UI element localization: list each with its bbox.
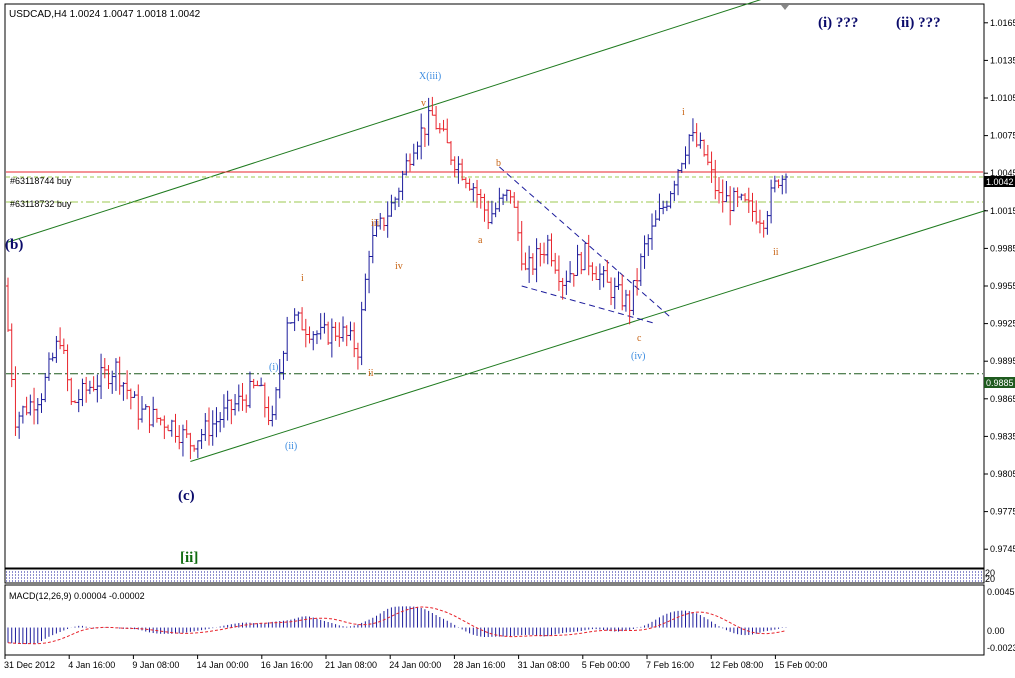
time-tick-label: 4 Jan 16:00 (68, 660, 115, 670)
channel-lower-line[interactable] (190, 209, 987, 462)
time-tick-label: 12 Feb 08:00 (710, 660, 763, 670)
wave-label: [ii] (180, 550, 198, 566)
wave-label: c (637, 333, 642, 344)
price-tick-label: 0.9955 (990, 281, 1015, 291)
triangle-upper-line[interactable] (499, 166, 671, 318)
price-tick-label: 0.9805 (990, 469, 1015, 479)
time-tick-label: 31 Dec 2012 (4, 660, 55, 670)
price-tick-label: 0.9925 (990, 319, 1015, 329)
macd-signal-line (7, 606, 787, 645)
time-tick-label: 31 Jan 08:00 (518, 660, 570, 670)
price-tick-label: 0.9745 (990, 544, 1015, 554)
symbol-ohlc-line: USDCAD,H4 1.0024 1.0047 1.0018 1.0042 (9, 9, 201, 20)
time-tick-label: 9 Jan 08:00 (132, 660, 179, 670)
macd-frame (4, 584, 985, 656)
current-price-tag-text: 1.0042 (986, 177, 1014, 187)
wave-label: v (421, 98, 426, 109)
price-tick-label: 0.9775 (990, 507, 1015, 517)
wave-label: ii (773, 247, 779, 258)
wave-label: (iv) (631, 351, 645, 362)
wave-label: (b) (5, 237, 23, 253)
wave-label: b (496, 158, 501, 169)
main-chart-frame (4, 3, 985, 569)
wave-label: i (301, 273, 304, 284)
level-price-tag (984, 377, 1015, 388)
wave-label: (ii) ??? (896, 15, 941, 31)
wave-label: iv (395, 261, 403, 272)
wave-label: a (478, 235, 483, 246)
wave-label: i (682, 107, 685, 118)
wave-label: (i) ??? (818, 15, 858, 31)
current-price-tag (984, 176, 1015, 187)
macd-label: MACD(12,26,9) 0.00004 -0.00002 (9, 591, 145, 601)
separator-tick-upper: 20 (985, 568, 995, 578)
time-tick-label: 28 Jan 16:00 (453, 660, 505, 670)
price-tick-label: 0.9835 (990, 431, 1015, 441)
time-tick-label: 15 Feb 00:00 (774, 660, 827, 670)
price-tick-label: 1.0075 (990, 131, 1015, 141)
time-tick-label: 16 Jan 16:00 (261, 660, 313, 670)
wave-label: ii (368, 368, 374, 379)
separator-tick-lower: 20 (985, 574, 995, 584)
time-tick-label: 7 Feb 16:00 (646, 660, 694, 670)
macd-tick-bottom: -0.0023 (987, 643, 1015, 653)
price-tick-label: 0.9865 (990, 394, 1015, 404)
price-tick-label: 1.0135 (990, 55, 1015, 65)
price-tick-label: 0.9985 (990, 243, 1015, 253)
wave-label: (ii) (285, 441, 297, 452)
time-tick-label: 24 Jan 00:00 (389, 660, 441, 670)
triangle-lower-line[interactable] (521, 285, 656, 325)
channel-upper-line[interactable] (7, 0, 986, 243)
time-tick-label: 14 Jan 00:00 (197, 660, 249, 670)
time-tick-label: 5 Feb 00:00 (582, 660, 630, 670)
time-tick-label: 21 Jan 08:00 (325, 660, 377, 670)
order-label-2: #63118732 buy (10, 199, 72, 209)
level-price-tag-text: 0.9885 (986, 378, 1014, 388)
macd-tick-top: 0.00457 (987, 587, 1015, 597)
order-label-1: #63118744 buy (10, 176, 72, 186)
price-tick-label: 0.9895 (990, 356, 1015, 366)
wave-label: X(iii) (419, 71, 441, 82)
wave-label: iii (371, 218, 380, 229)
price-tick-label: 1.0105 (990, 93, 1015, 103)
wave-label: (c) (178, 488, 195, 504)
price-tick-label: 1.0015 (990, 206, 1015, 216)
wave-label: (i) (269, 362, 278, 373)
price-tick-label: 1.0165 (990, 18, 1015, 28)
shift-marker-icon[interactable] (781, 5, 789, 10)
price-tick-label: 1.0045 (990, 168, 1015, 178)
separator-dotted-lines (6, 571, 983, 582)
macd-tick-zero: 0.00 (987, 626, 1005, 636)
